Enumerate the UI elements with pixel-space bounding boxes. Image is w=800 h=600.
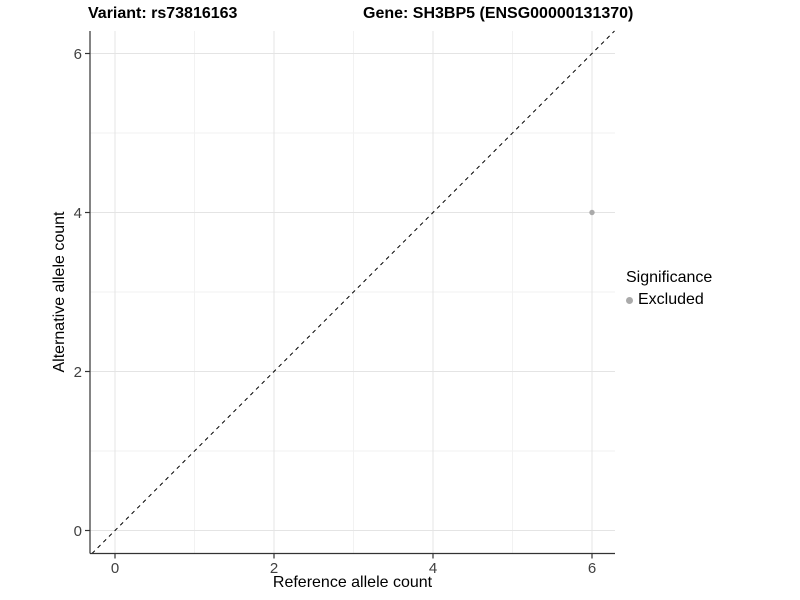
x-tick-marks <box>114 553 593 559</box>
y-tick-label: 6 <box>74 46 82 63</box>
x-tick-label: 2 <box>270 560 278 577</box>
y-tick-label: 0 <box>74 523 82 540</box>
x-tick-label: 6 <box>588 560 596 577</box>
legend-title: Significance <box>626 269 713 286</box>
grid-minor <box>90 31 615 554</box>
x-tick-labels: 0 2 4 6 <box>111 560 596 577</box>
y-tick-marks <box>85 52 90 532</box>
data-point <box>589 209 595 216</box>
gene-title: Gene: SH3BP5 (ENSG00000131370) <box>363 5 634 22</box>
y-tick-label: 4 <box>74 205 82 222</box>
identity-dashed-line <box>91 30 615 554</box>
variant-title: Variant: rs73816163 <box>88 5 238 22</box>
y-axis-title: Alternative allele count <box>51 211 68 373</box>
legend-point-icon <box>626 296 633 304</box>
legend-item-label: Excluded <box>638 291 704 308</box>
legend-item-excluded: Excluded <box>626 290 712 310</box>
grid-major <box>90 31 615 554</box>
legend: Significance Excluded <box>626 268 712 310</box>
y-tick-label: 2 <box>74 364 82 381</box>
y-tick-labels: 0 2 4 6 <box>74 46 82 540</box>
x-tick-label: 0 <box>111 560 119 577</box>
x-tick-label: 4 <box>429 560 437 577</box>
x-axis-title: Reference allele count <box>272 574 433 591</box>
